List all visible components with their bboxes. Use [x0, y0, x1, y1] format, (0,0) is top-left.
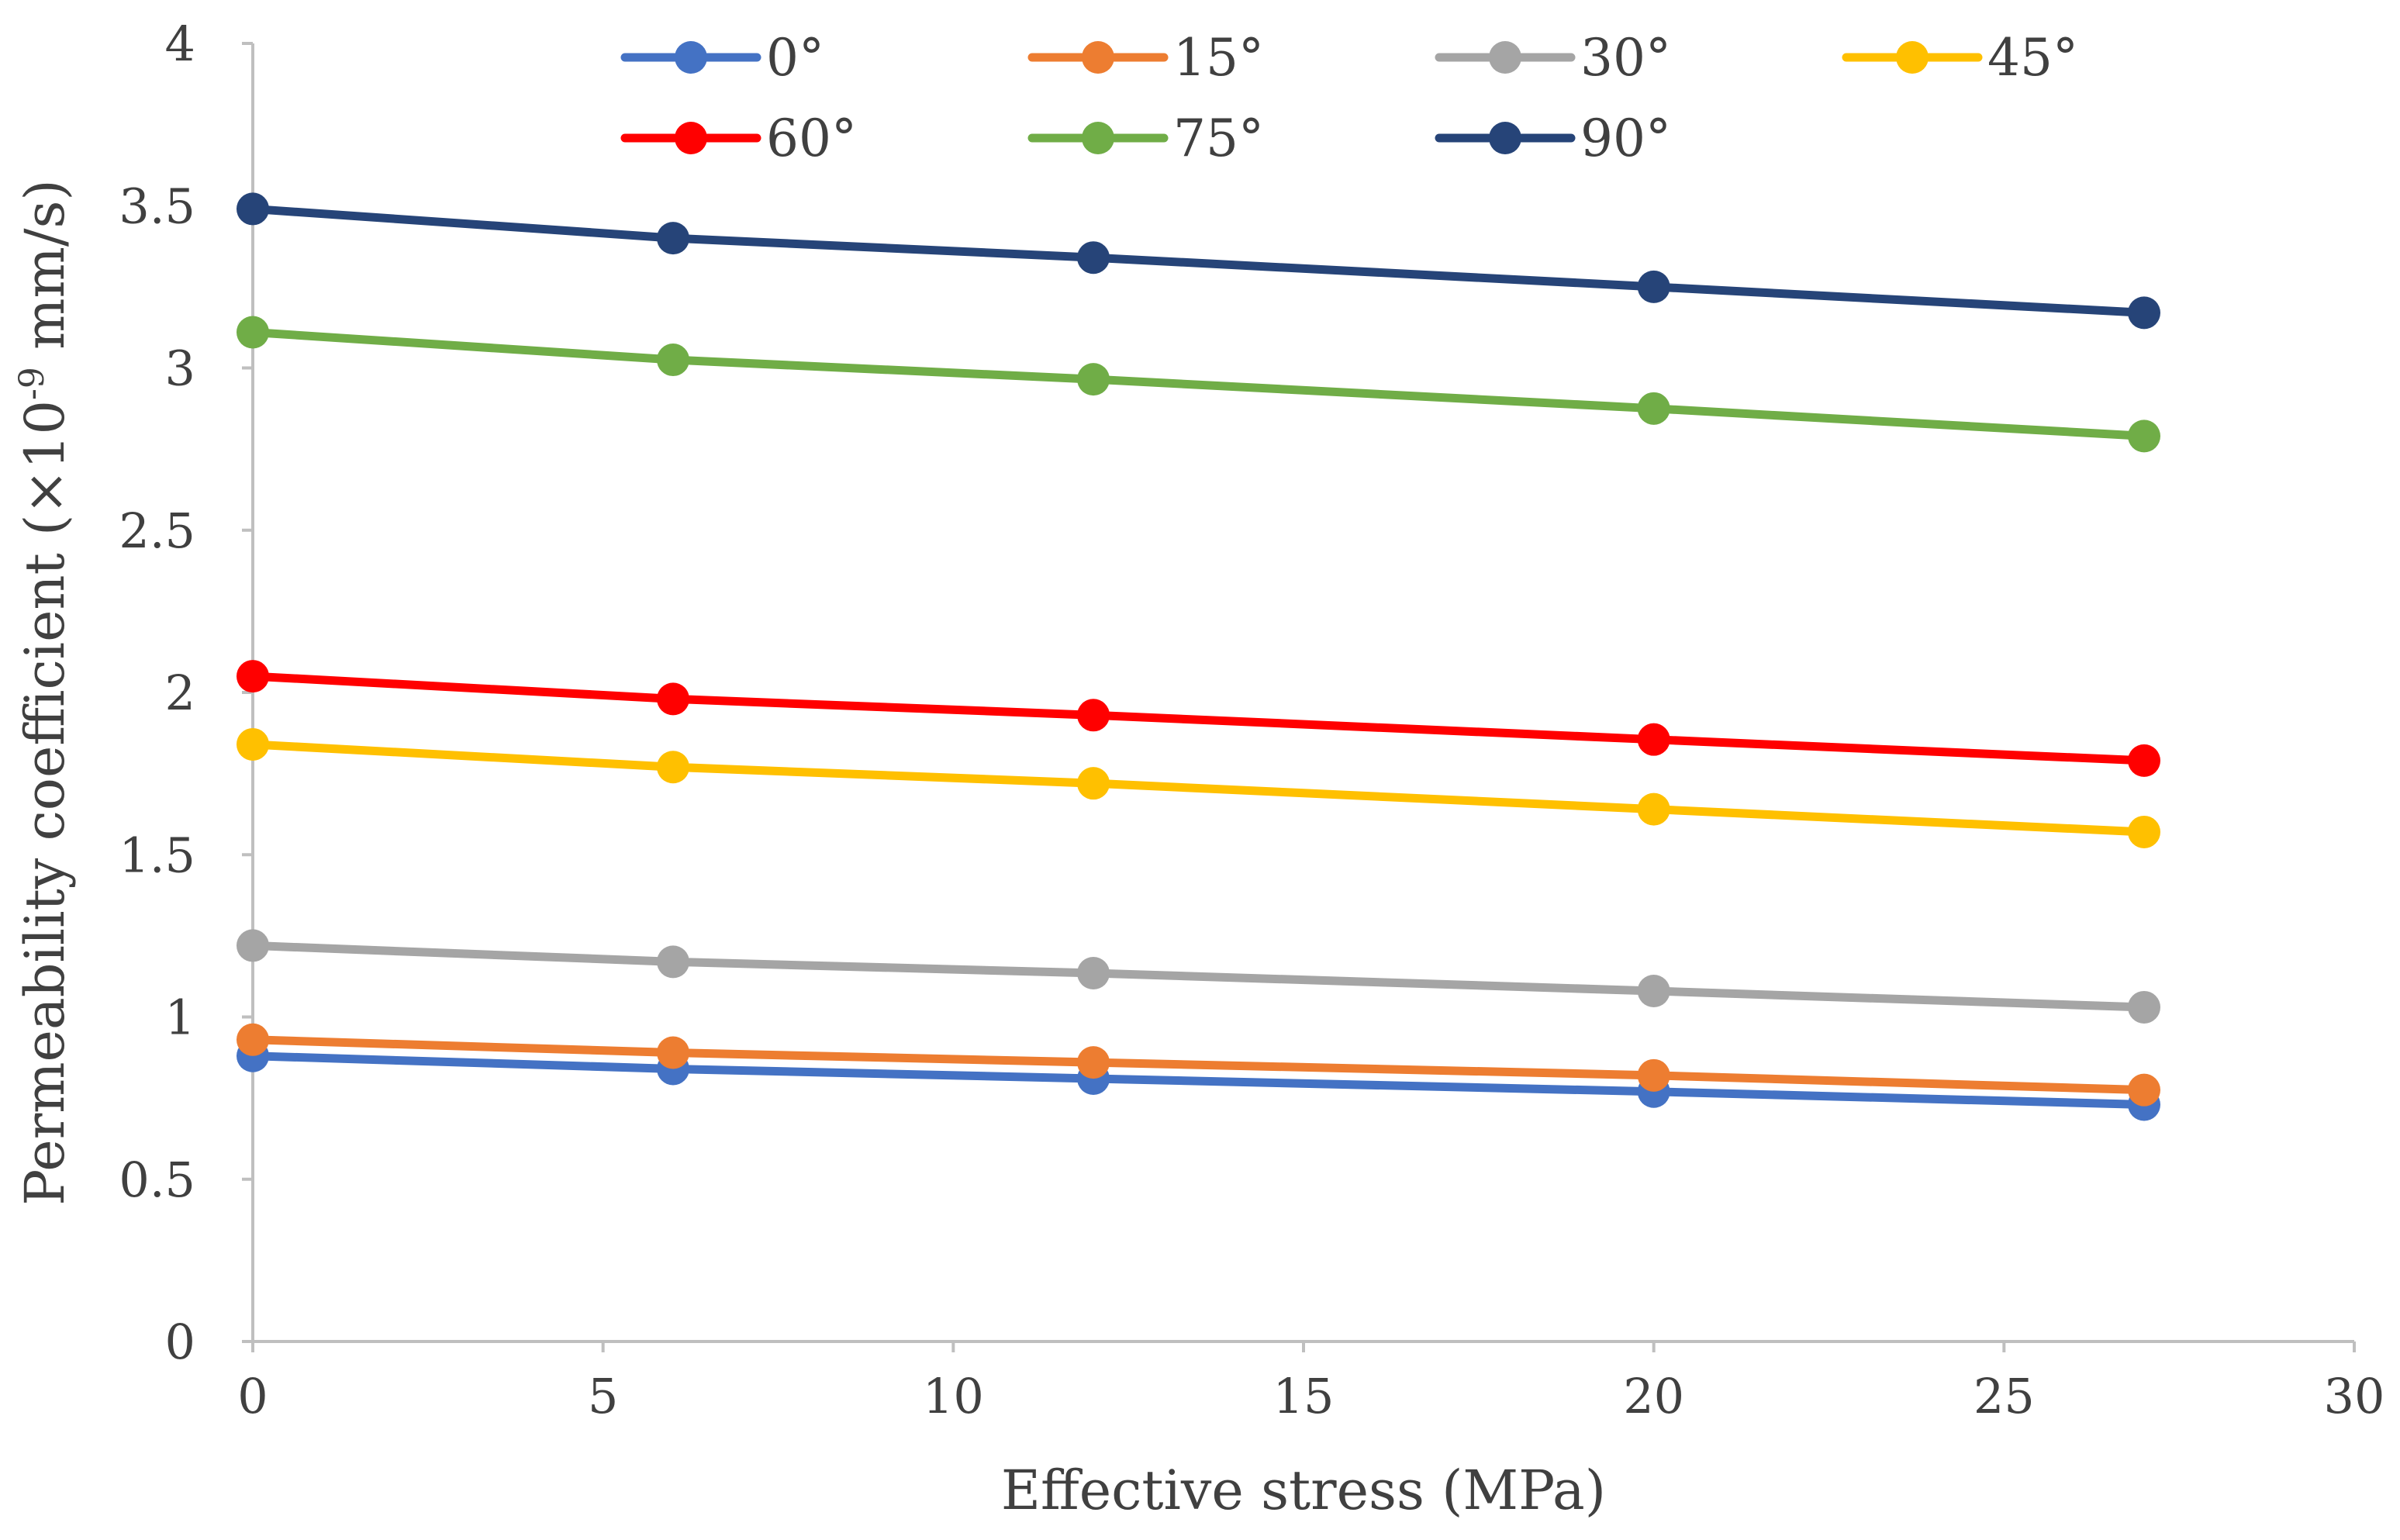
series-layer	[237, 192, 2160, 1121]
y-axis-title-main: Permeability coefficient (×10	[13, 400, 77, 1206]
y-axis-title-tail: mm/s)	[13, 179, 77, 367]
legend-marker-45	[1896, 41, 1929, 74]
y-axis-title-sup: -9	[12, 367, 52, 400]
y-tick-label-1: 1	[165, 989, 195, 1046]
data-point-30-27	[2128, 990, 2160, 1024]
data-point-30-6	[657, 945, 689, 979]
data-point-15-6	[657, 1036, 689, 1069]
legend-label-15: 15°	[1173, 28, 1264, 88]
legend-label-0: 0°	[766, 28, 824, 88]
data-point-15-27	[2128, 1073, 2160, 1107]
series-30	[237, 929, 2160, 1024]
series-line-30	[248, 941, 2149, 1012]
y-tick-label-25: 2.5	[119, 502, 195, 559]
data-point-75-20	[1637, 392, 1670, 425]
data-point-15-12	[1077, 1046, 1110, 1079]
legend-marker-60	[675, 122, 707, 154]
data-point-30-0	[237, 929, 269, 962]
x-tick-label-5: 5	[588, 1368, 618, 1424]
y-tick-label-0: 0	[165, 1314, 195, 1370]
legend-label-75: 75°	[1173, 109, 1264, 168]
legend-marker-90	[1489, 122, 1521, 154]
data-point-75-0	[237, 316, 269, 349]
legend-item-60: 60°	[620, 109, 857, 168]
series-45	[237, 727, 2160, 848]
legend: 0° 15° 30° 45° 60° 75° 90°	[620, 28, 2078, 168]
series-line-45	[248, 740, 2149, 837]
legend-item-15: 15°	[1027, 28, 1264, 88]
series-75	[237, 316, 2160, 453]
x-tick-label-0: 0	[237, 1368, 268, 1424]
legend-item-30: 30°	[1435, 28, 1671, 88]
legend-marker-15	[1082, 41, 1114, 74]
y-ticks: 0 0.5 1 1.5 2 2.5 3 3.5 4	[119, 16, 253, 1370]
legend-item-0: 0°	[620, 28, 824, 88]
series-line-90	[248, 204, 2149, 317]
y-tick-label-15: 1.5	[119, 827, 195, 883]
data-point-45-12	[1077, 767, 1110, 800]
series-15	[237, 1023, 2160, 1107]
data-point-90-6	[657, 222, 689, 255]
x-tick-label-25: 25	[1974, 1368, 2035, 1424]
x-ticks: 0 5 10 15 20 25 30	[237, 1341, 2384, 1424]
legend-item-45: 45°	[1842, 28, 2078, 88]
y-tick-label-05: 0.5	[119, 1152, 195, 1208]
data-point-90-12	[1077, 241, 1110, 275]
series-line-60	[248, 672, 2149, 765]
x-tick-label-30: 30	[2324, 1368, 2385, 1424]
x-tick-label-20: 20	[1623, 1368, 1684, 1424]
y-tick-label-2: 2	[165, 665, 195, 721]
series-90	[237, 192, 2160, 330]
data-point-15-0	[237, 1023, 269, 1056]
y-tick-label-3: 3	[165, 340, 195, 397]
legend-label-45: 45°	[1987, 28, 2078, 88]
series-line-75	[248, 327, 2149, 440]
legend-marker-75	[1082, 122, 1114, 154]
data-point-75-6	[657, 344, 689, 377]
y-tick-label-4: 4	[165, 16, 195, 72]
legend-label-60: 60°	[766, 109, 857, 168]
legend-label-90: 90°	[1580, 109, 1671, 168]
data-point-90-27	[2128, 296, 2160, 330]
data-point-45-27	[2128, 815, 2160, 848]
data-point-60-27	[2128, 744, 2160, 777]
data-point-45-0	[237, 727, 269, 761]
y-axis-title: Permeability coefficient (×10-9 mm/s)	[12, 179, 77, 1205]
data-point-60-20	[1637, 723, 1670, 756]
data-point-60-6	[657, 682, 689, 716]
data-point-90-20	[1637, 270, 1670, 303]
legend-label-30: 30°	[1580, 28, 1671, 88]
data-point-90-0	[237, 192, 269, 226]
x-axis-title: Effective stress (MPa)	[1001, 1459, 1606, 1522]
data-point-45-20	[1637, 792, 1670, 826]
data-point-45-6	[657, 751, 689, 784]
data-point-15-20	[1637, 1058, 1670, 1092]
data-point-60-12	[1077, 699, 1110, 732]
x-tick-label-10: 10	[923, 1368, 984, 1424]
data-point-75-27	[2128, 420, 2160, 453]
series-60	[237, 660, 2160, 777]
data-point-30-12	[1077, 957, 1110, 990]
y-tick-label-35: 3.5	[119, 178, 195, 234]
x-tick-label-15: 15	[1273, 1368, 1335, 1424]
data-point-30-20	[1637, 975, 1670, 1008]
legend-marker-30	[1489, 41, 1521, 74]
data-point-75-12	[1077, 363, 1110, 396]
legend-item-90: 90°	[1435, 109, 1671, 168]
legend-marker-0	[675, 41, 707, 74]
data-point-60-0	[237, 660, 269, 693]
legend-item-75: 75°	[1027, 109, 1264, 168]
